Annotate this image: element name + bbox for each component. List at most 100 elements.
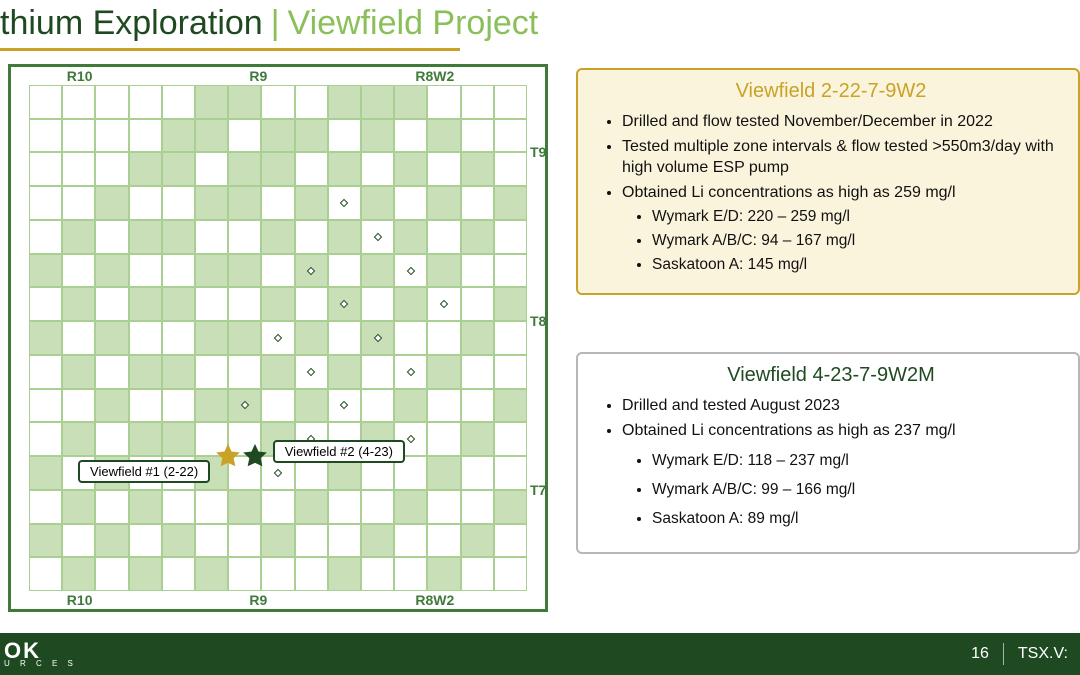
map-cell <box>95 490 128 524</box>
map-cell <box>295 119 328 153</box>
map-cell <box>129 490 162 524</box>
list-item-text: Obtained Li concentrations as high as 23… <box>622 422 956 439</box>
list-item: Saskatoon A: 89 mg/l <box>652 509 1062 530</box>
info-sub-list: Wymark E/D: 220 – 259 mg/l Wymark A/B/C:… <box>622 207 1062 276</box>
map-cell <box>328 321 361 355</box>
slide: thium Exploration | Viewfield Project R1… <box>0 0 1080 675</box>
map-cell <box>494 321 527 355</box>
list-item: Wymark E/D: 118 – 237 mg/l <box>652 451 1062 472</box>
map-cell <box>261 119 294 153</box>
map-cell <box>162 220 195 254</box>
map-cell <box>295 287 328 321</box>
map-row-label: T9 <box>530 144 546 160</box>
map-cell <box>427 422 460 456</box>
map-cell <box>295 186 328 220</box>
map-cell <box>129 422 162 456</box>
map-cell <box>328 119 361 153</box>
map-cell <box>494 85 527 119</box>
map-cell <box>394 152 427 186</box>
map-cell <box>494 287 527 321</box>
map-cell <box>162 287 195 321</box>
map-cell <box>129 152 162 186</box>
map-cell <box>228 557 261 591</box>
map-cell <box>361 152 394 186</box>
logo-text: OK <box>4 641 77 661</box>
map-cell <box>427 321 460 355</box>
map-cell <box>162 490 195 524</box>
map-cell <box>427 490 460 524</box>
map-cell <box>361 557 394 591</box>
map-cell <box>361 186 394 220</box>
list-item: Tested multiple zone intervals & flow te… <box>622 136 1062 179</box>
logo-subtext: U R C E S <box>4 660 77 667</box>
title-right: Viewfield Project <box>288 4 539 43</box>
map-cell <box>427 220 460 254</box>
map-cell <box>162 186 195 220</box>
map-cell <box>261 287 294 321</box>
map-cell <box>295 557 328 591</box>
map-cell <box>29 355 62 389</box>
map-cell <box>328 355 361 389</box>
map-cell <box>129 119 162 153</box>
exchange-label: TSX.V: <box>1004 645 1080 663</box>
map-cell <box>427 557 460 591</box>
map-cell <box>95 557 128 591</box>
map-cell <box>461 220 494 254</box>
map-cell <box>95 422 128 456</box>
map-col-label: R9 <box>249 68 267 84</box>
map-cell <box>461 422 494 456</box>
map-cell <box>62 422 95 456</box>
map-cell <box>95 220 128 254</box>
footer-bar: OK U R C E S 16 TSX.V: <box>0 633 1080 675</box>
map-cell <box>195 321 228 355</box>
map-cell <box>95 355 128 389</box>
map-cell <box>494 456 527 490</box>
map-cell <box>195 186 228 220</box>
map-cell <box>461 119 494 153</box>
map-cell <box>427 85 460 119</box>
map-cell <box>228 355 261 389</box>
map-cell <box>162 119 195 153</box>
map-cell <box>29 490 62 524</box>
map-cell <box>461 152 494 186</box>
map-col-label: R8W2 <box>415 592 454 608</box>
map-cell <box>62 490 95 524</box>
map-col-label: R10 <box>67 68 93 84</box>
list-item: Wymark A/B/C: 99 – 166 mg/l <box>652 480 1062 501</box>
map-cell <box>29 220 62 254</box>
map-cell <box>95 186 128 220</box>
map-cell <box>95 389 128 423</box>
map-cell <box>361 389 394 423</box>
map-marker-label: Viewfield #2 (4-23) <box>273 440 405 463</box>
map-col-label: R8W2 <box>415 68 454 84</box>
map-cell <box>62 85 95 119</box>
map-cell <box>461 355 494 389</box>
map-cell <box>361 524 394 558</box>
map-cell <box>361 355 394 389</box>
map-cell <box>228 119 261 153</box>
map-cell <box>162 85 195 119</box>
star-icon <box>215 443 241 469</box>
footer-logo: OK U R C E S <box>0 641 77 668</box>
map-cell <box>228 524 261 558</box>
map-cell <box>261 355 294 389</box>
map-cell <box>427 254 460 288</box>
map-cell <box>162 524 195 558</box>
map-cell <box>328 557 361 591</box>
map-cell <box>494 186 527 220</box>
map-cell <box>228 254 261 288</box>
map-cell <box>261 524 294 558</box>
page-number: 16 <box>957 645 1003 663</box>
title-sep: | <box>263 4 288 43</box>
map-cell <box>261 186 294 220</box>
map-cell <box>129 287 162 321</box>
title-left: thium Exploration <box>0 4 263 43</box>
map-cell <box>162 254 195 288</box>
map-cell <box>461 490 494 524</box>
map-cell <box>95 321 128 355</box>
map-cell <box>295 524 328 558</box>
map-cell <box>394 287 427 321</box>
map-cell <box>361 490 394 524</box>
info-box-list: Drilled and flow tested November/Decembe… <box>600 111 1062 276</box>
map-cell <box>129 524 162 558</box>
